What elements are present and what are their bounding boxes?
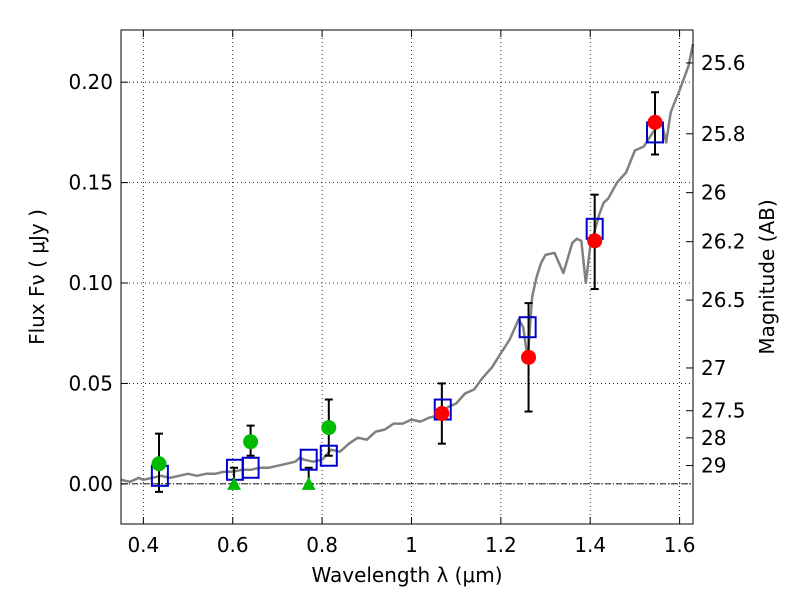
detection-point — [521, 349, 537, 365]
x-axis-label: Wavelength λ (μm) — [311, 563, 502, 587]
weak-detection-point — [151, 456, 167, 472]
y-tick-label: 0.20 — [68, 70, 113, 94]
model-box — [319, 444, 338, 467]
right-tick-label: 26 — [701, 181, 726, 205]
data-markers — [151, 114, 663, 490]
y-tick-label: 0.00 — [68, 472, 113, 496]
right-tick-label: 28 — [701, 426, 726, 450]
right-tick-label: 25.6 — [701, 51, 746, 75]
right-tick-label: 29 — [701, 454, 726, 478]
detection-point — [647, 114, 663, 130]
right-tick-label: 27 — [701, 356, 726, 380]
x-tick-label: 0.8 — [306, 533, 338, 557]
x-tick-label: 1.2 — [485, 533, 517, 557]
x-tick-label: 0.6 — [217, 533, 249, 557]
x-tick-label: 1 — [405, 533, 418, 557]
y-axis-label: Flux Fν ( μJy ) — [25, 209, 49, 345]
right-axis-label: Magnitude (AB) — [755, 199, 779, 354]
detection-point — [587, 233, 603, 249]
model-box — [241, 456, 260, 479]
x-tick-label: 1.4 — [574, 533, 606, 557]
y-tick-label: 0.05 — [68, 371, 113, 395]
right-tick-label: 27.5 — [701, 399, 746, 423]
upper-limit-marker — [301, 476, 316, 490]
upper-limit-marker — [227, 476, 242, 490]
y-tick-label: 0.15 — [68, 171, 113, 195]
axis-ticks — [121, 30, 693, 524]
weak-detection-point — [321, 420, 337, 436]
x-tick-label: 1.6 — [664, 533, 696, 557]
weak-detection-point — [243, 434, 259, 450]
right-tick-label: 26.5 — [701, 288, 746, 312]
tick-labels: 0.4 0.6 0.8 1 1.2 1.4 1.6 0.00 0.05 0.10 0.15 0.20 2… — [68, 51, 745, 557]
detection-point — [434, 406, 450, 422]
y-tick-label: 0.10 — [68, 271, 113, 295]
right-tick-label: 25.8 — [701, 122, 746, 146]
model-box — [299, 448, 318, 471]
right-tick-label: 26.2 — [701, 230, 746, 254]
x-tick-label: 0.4 — [127, 533, 159, 557]
plot-frame — [120, 29, 694, 525]
model-box — [518, 316, 537, 339]
